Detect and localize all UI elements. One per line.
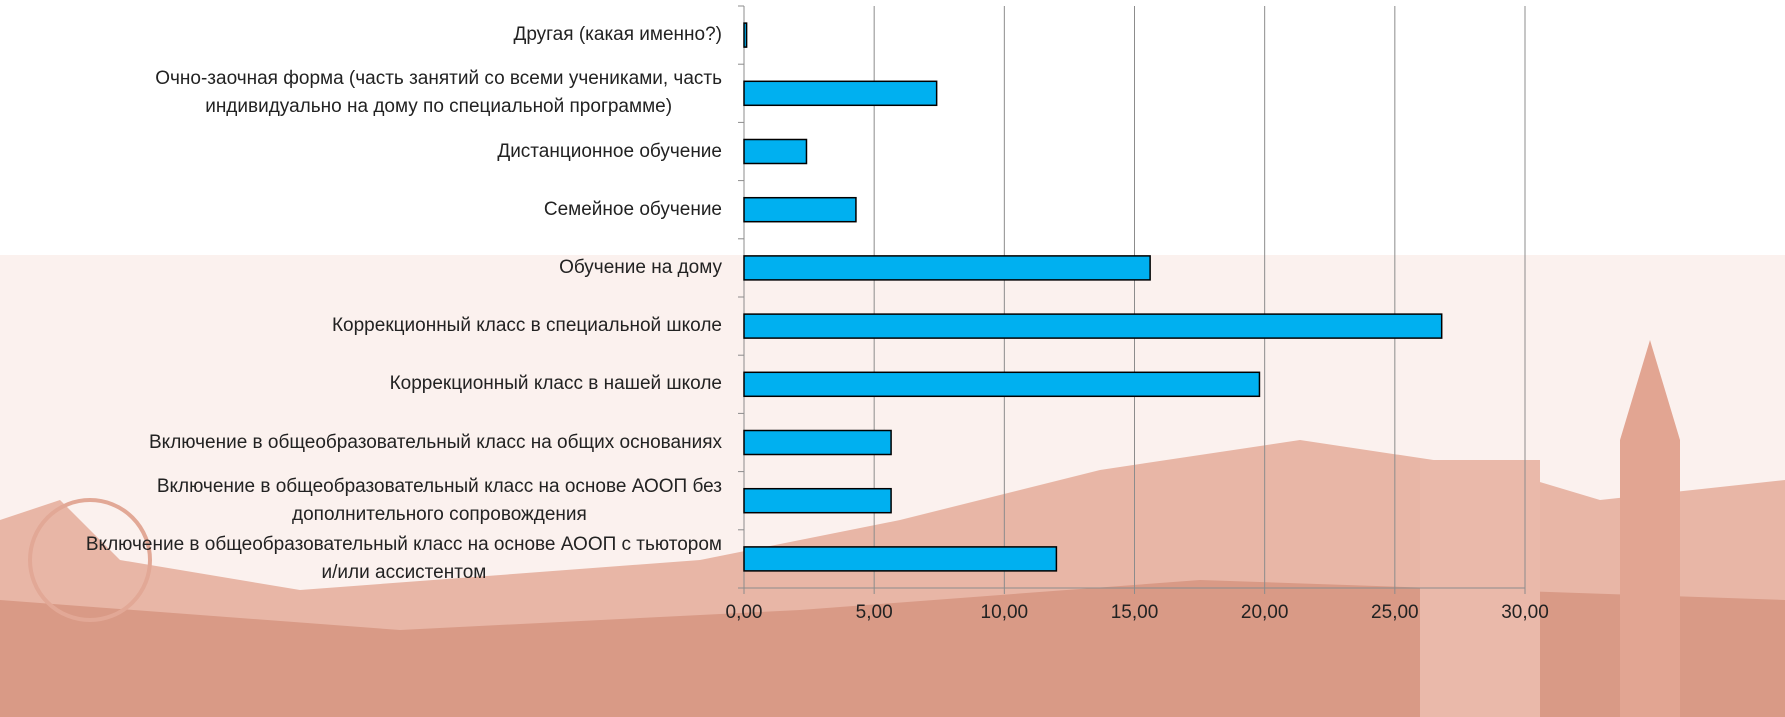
bar	[743, 196, 857, 223]
y-tick-label: Очно-заочная форма (часть занятий со все…	[155, 68, 722, 118]
bar	[743, 546, 1058, 572]
bar	[743, 487, 892, 514]
bar	[743, 313, 1443, 339]
x-tick-label: 15,00	[1110, 602, 1159, 623]
y-tick-label: Коррекционный класс в специальной школе	[331, 315, 722, 337]
x-tick-label: 25,00	[1371, 602, 1419, 623]
bar	[743, 255, 1151, 281]
y-tick-label: Дистанционное обучение	[497, 140, 722, 162]
y-tick-label: Коррекционный класс в нашей школе	[389, 373, 722, 395]
bar	[743, 371, 1261, 398]
bar	[743, 429, 892, 456]
x-tick-label: 30,00	[1501, 602, 1549, 623]
plot-area	[738, 5, 1526, 594]
bar	[743, 22, 748, 48]
y-tick-label: Семейное обучение	[543, 198, 722, 220]
y-tick-label: Другая (какая именно?)	[513, 24, 722, 46]
y-tick-label: Включение в общеобразовательный класс на…	[85, 533, 722, 583]
bar	[743, 80, 938, 107]
x-tick-label: 10,00	[980, 602, 1029, 623]
bar	[743, 138, 808, 165]
y-tick-label: Включение в общеобразовательный класс на…	[156, 475, 722, 525]
x-tick-label: 0,00	[725, 602, 763, 623]
x-tick-label: 20,00	[1240, 602, 1289, 623]
y-tick-label: Включение в общеобразовательный класс на…	[149, 431, 722, 453]
x-tick-label: 5,00	[855, 602, 893, 623]
y-tick-label: Обучение на дому	[559, 256, 722, 278]
